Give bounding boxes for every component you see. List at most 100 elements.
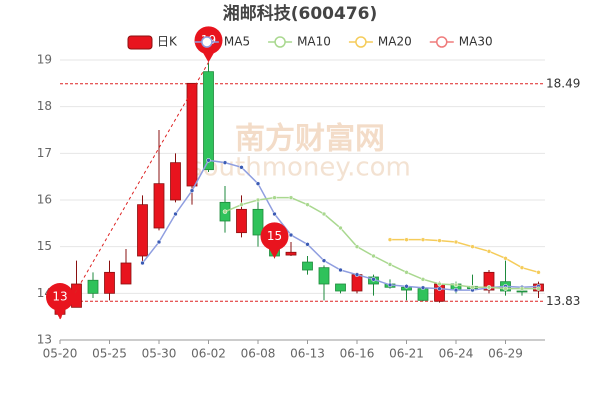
ma-point: [371, 253, 376, 259]
x-tick-label: 06-29: [488, 347, 523, 361]
ma-point: [222, 209, 228, 214]
ma-point: [371, 277, 376, 282]
reference-label: 13.83: [546, 294, 580, 308]
y-tick-label: 19: [37, 53, 52, 67]
ma-point: [486, 249, 492, 254]
candle-body: [137, 204, 148, 257]
ma-point: [519, 286, 525, 291]
ma-point: [437, 286, 442, 291]
ma-point: [305, 242, 310, 247]
ma-point: [189, 188, 195, 193]
ma-point: [272, 195, 277, 200]
candle-body: [203, 71, 214, 171]
chart-title: 湘邮科技(600476): [223, 3, 378, 24]
annotation-bubble: [46, 283, 74, 311]
ma-point: [536, 270, 541, 275]
ma-point: [255, 181, 261, 186]
ma-point: [387, 282, 393, 288]
ma-point: [239, 165, 244, 170]
trend-line: [59, 62, 209, 320]
candle-body: [516, 290, 528, 293]
ma-point: [288, 195, 294, 200]
y-tick-label: 18: [37, 99, 52, 113]
candle-body: [483, 271, 495, 291]
ma-point: [503, 256, 508, 261]
annotation-label: 15: [267, 229, 282, 243]
ma-point: [437, 281, 442, 287]
candle-body: [104, 271, 115, 294]
legend-swatch: [127, 35, 153, 50]
candle-body: [170, 162, 181, 201]
annotation-bubble: [260, 222, 289, 251]
ma-point: [321, 258, 327, 263]
ma-point: [387, 237, 393, 242]
ma-point: [354, 244, 360, 249]
ma-point: [338, 225, 343, 231]
candle-body: [87, 279, 99, 294]
ma-point: [272, 211, 277, 217]
x-tick-label: 06-08: [241, 347, 276, 361]
x-tick-label: 06-02: [191, 347, 226, 361]
ma-point: [255, 197, 261, 203]
ma-point: [387, 262, 393, 267]
x-tick-label: 06-16: [340, 347, 375, 361]
ma-point: [404, 270, 409, 275]
ma-point: [453, 239, 459, 245]
ma-point: [404, 284, 409, 289]
x-tick-label: 06-24: [439, 347, 474, 361]
ma-point: [470, 244, 475, 249]
ma-line: [224, 196, 539, 290]
ma-point: [453, 282, 459, 288]
y-tick-label: 17: [37, 146, 52, 160]
candle-body: [285, 251, 297, 256]
candle-body: [153, 183, 165, 229]
candle-body: [252, 208, 264, 236]
x-tick-label: 06-21: [389, 347, 424, 361]
ma-point: [338, 267, 343, 273]
ma-point: [173, 211, 178, 217]
ma-point: [321, 211, 327, 217]
y-tick-label: 13: [37, 333, 52, 347]
x-tick-label: 06-13: [290, 347, 325, 361]
ma-point: [206, 158, 211, 163]
candle-body: [120, 262, 132, 285]
y-tick-label: 15: [37, 239, 52, 253]
x-tick-label: 05-20: [43, 347, 78, 361]
candle-body: [335, 283, 346, 292]
ma-point: [470, 285, 475, 290]
x-tick-label: 05-25: [92, 347, 127, 361]
legend-swatch: [274, 36, 286, 48]
legend-swatch: [436, 36, 448, 48]
ma-point: [239, 202, 244, 207]
candle-body: [236, 208, 247, 234]
ma-line: [390, 238, 539, 274]
ma-point: [288, 232, 294, 238]
legend-swatch: [201, 36, 213, 48]
candle-body: [302, 261, 313, 271]
ma-point: [453, 287, 459, 293]
ma-point: [420, 285, 426, 290]
legend-label: MA20: [378, 35, 412, 49]
legend-label: MA5: [224, 35, 250, 49]
ma-point: [420, 277, 426, 282]
watermark: 南方财富网: [235, 122, 385, 157]
ma-point: [486, 285, 492, 290]
ma-point: [156, 239, 162, 245]
legend-label: MA10: [297, 35, 331, 49]
x-tick-label: 05-30: [142, 347, 177, 361]
ma-point: [437, 238, 442, 243]
reference-label: 18.49: [546, 76, 580, 90]
candle-body: [351, 274, 363, 292]
legend-swatch: [355, 36, 367, 48]
ma-point: [503, 286, 508, 291]
ma-point: [305, 202, 310, 207]
candle-body: [186, 82, 198, 187]
ma-point: [404, 237, 409, 242]
ma-point: [536, 286, 541, 291]
candle-body: [417, 288, 429, 301]
annotation-label: 13: [52, 290, 67, 304]
watermark: southmoney.com: [189, 153, 411, 183]
legend-label: MA30: [459, 35, 493, 49]
candle-body: [318, 267, 330, 285]
